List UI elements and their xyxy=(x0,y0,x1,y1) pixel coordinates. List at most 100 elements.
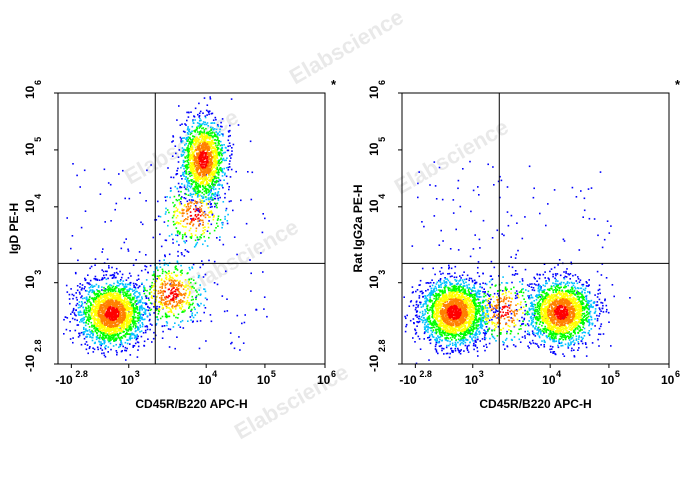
event-dot xyxy=(229,155,231,157)
event-dot xyxy=(204,174,206,177)
event-dot xyxy=(464,344,467,347)
event-dot xyxy=(97,322,100,324)
event-dot xyxy=(146,315,149,317)
event-dot xyxy=(126,300,128,303)
event-dot xyxy=(192,263,195,266)
event-dot xyxy=(122,330,124,333)
event-dot xyxy=(206,157,209,159)
event-dot xyxy=(192,298,194,301)
event-dot xyxy=(198,195,201,197)
event-dot xyxy=(195,243,198,245)
event-dot xyxy=(165,207,167,210)
event-dot xyxy=(447,273,449,275)
event-dot xyxy=(198,209,201,211)
event-dot xyxy=(133,334,136,337)
event-dot xyxy=(578,281,581,283)
event-dot xyxy=(205,198,208,201)
event-dot xyxy=(132,303,135,305)
event-dot xyxy=(204,169,206,172)
event-dot xyxy=(208,130,211,133)
event-dot xyxy=(86,300,89,302)
event-dot xyxy=(176,302,179,305)
event-dot xyxy=(214,192,217,194)
event-dot xyxy=(188,199,191,201)
event-dot xyxy=(210,155,213,158)
event-dot xyxy=(120,328,122,331)
event-dot xyxy=(204,297,207,299)
event-dot xyxy=(187,203,189,205)
event-dot xyxy=(129,333,131,336)
event-dot xyxy=(92,304,94,306)
event-dot xyxy=(227,139,230,142)
event-dot xyxy=(100,319,103,321)
event-dot xyxy=(176,288,179,290)
event-dot xyxy=(128,288,130,291)
event-dot xyxy=(188,182,191,185)
event-dot xyxy=(212,163,215,165)
event-dot xyxy=(207,222,209,225)
event-dot xyxy=(121,299,123,301)
event-dot xyxy=(200,164,202,166)
event-dot xyxy=(174,347,176,350)
event-dot xyxy=(198,144,200,147)
event-dot xyxy=(125,349,128,352)
event-dot xyxy=(87,293,90,296)
event-dot xyxy=(87,309,90,312)
event-dot xyxy=(202,141,205,143)
event-dot xyxy=(184,188,187,190)
event-dot xyxy=(471,279,474,282)
event-dot xyxy=(169,303,172,305)
event-dot xyxy=(134,301,136,304)
event-dot xyxy=(152,337,155,340)
event-dot xyxy=(415,311,418,313)
event-dot xyxy=(104,356,107,358)
event-dot xyxy=(144,268,147,271)
event-dot xyxy=(180,321,182,323)
event-dot xyxy=(165,301,167,304)
event-dot xyxy=(190,166,193,168)
event-dot xyxy=(125,324,128,327)
event-dot xyxy=(214,181,216,183)
event-dot xyxy=(161,307,164,310)
event-dot xyxy=(202,188,204,191)
event-dot xyxy=(89,289,92,291)
event-dot xyxy=(184,165,187,168)
event-dot xyxy=(202,154,204,156)
event-dot xyxy=(200,124,203,127)
event-dot xyxy=(186,148,188,151)
event-dot xyxy=(145,297,148,299)
event-dot xyxy=(205,202,208,205)
event-dot xyxy=(80,305,83,307)
event-dot xyxy=(214,153,217,155)
event-dot xyxy=(229,160,231,162)
event-dot xyxy=(214,116,217,119)
event-dot xyxy=(206,163,209,166)
event-dot xyxy=(181,140,184,142)
event-dot xyxy=(93,291,95,294)
event-dot xyxy=(192,316,195,319)
event-dot xyxy=(109,288,111,291)
event-dot xyxy=(113,282,115,285)
event-dot xyxy=(468,344,470,347)
event-dot xyxy=(153,283,156,285)
event-dot xyxy=(87,319,89,321)
event-dot xyxy=(198,115,201,117)
event-dot xyxy=(107,312,110,314)
event-dot xyxy=(94,313,97,315)
event-dot xyxy=(83,326,85,329)
event-dot xyxy=(125,307,127,310)
event-dot xyxy=(494,311,497,314)
event-dot xyxy=(84,329,87,331)
event-dot xyxy=(181,208,184,210)
event-dot xyxy=(200,169,203,172)
event-dot xyxy=(140,304,143,307)
event-dot xyxy=(162,292,164,294)
event-dot xyxy=(165,276,168,279)
event-dot xyxy=(218,183,220,185)
event-dot xyxy=(196,207,199,210)
watermark-1: Elabscience xyxy=(285,4,408,89)
event-dot xyxy=(177,156,180,158)
event-dot xyxy=(157,309,160,312)
event-dot xyxy=(212,194,215,196)
event-dot xyxy=(155,334,157,337)
